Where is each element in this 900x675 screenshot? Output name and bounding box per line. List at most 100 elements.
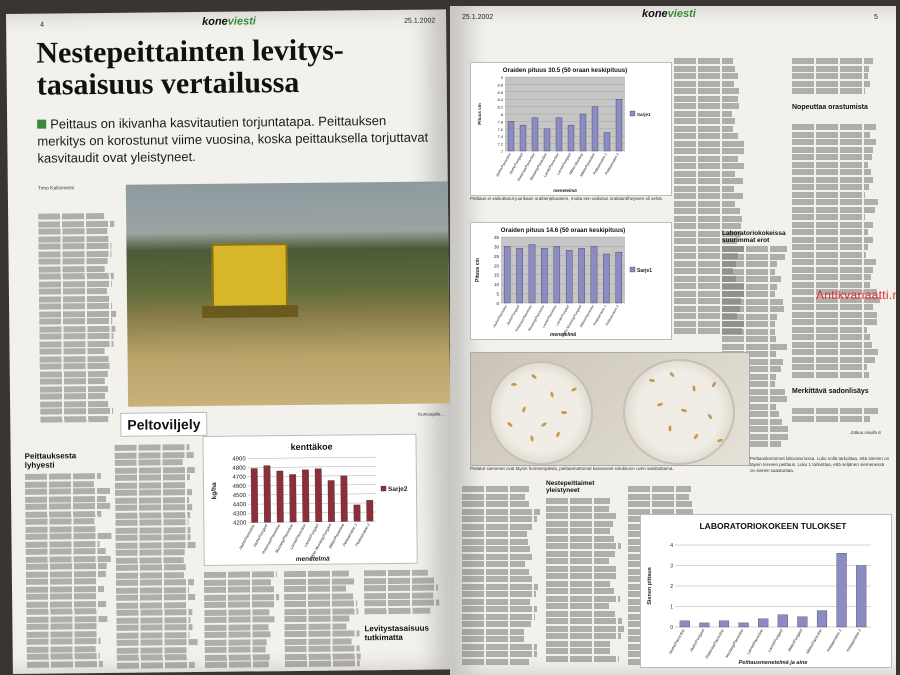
text-line	[546, 566, 616, 572]
text-line	[462, 659, 529, 665]
body-column-3	[115, 444, 201, 673]
subheading-nopeuttaa: Nopeuttaa orastumista	[792, 104, 882, 112]
text-line	[40, 355, 109, 362]
text-line	[546, 588, 614, 594]
text-line	[115, 489, 192, 496]
text-line	[40, 408, 113, 415]
text-line	[40, 400, 108, 407]
seed	[561, 411, 567, 415]
y-tick-label: 8.2	[497, 105, 503, 110]
text-line	[115, 512, 190, 519]
text-line	[792, 229, 868, 235]
bar	[251, 468, 258, 522]
text-line	[722, 336, 776, 342]
text-line	[674, 201, 735, 207]
text-line	[792, 349, 878, 355]
text-line	[792, 274, 871, 280]
bar	[554, 246, 560, 303]
x-tick-label: Jauhe/Fungard	[689, 628, 706, 654]
text-line	[204, 571, 277, 578]
text-line	[546, 543, 621, 549]
text-line	[674, 103, 739, 109]
bar	[758, 619, 768, 627]
text-line	[39, 295, 111, 302]
y-tick-label: 3	[670, 564, 673, 570]
text-line	[462, 546, 530, 552]
text-line	[26, 586, 104, 593]
text-line	[117, 662, 196, 669]
y-axis-label: Sienen pittaus	[647, 567, 653, 605]
text-line	[462, 614, 535, 620]
text-line	[462, 554, 533, 560]
legend-swatch	[381, 486, 386, 491]
bar	[517, 248, 523, 303]
x-tick-label: Peittaamaton 2	[605, 304, 620, 326]
text-line	[116, 594, 195, 601]
y-tick-label: 4500	[233, 493, 247, 499]
text-line	[115, 497, 189, 504]
y-tick-label: 7	[501, 149, 504, 154]
text-line	[25, 526, 95, 533]
y-tick-label: 7.6	[497, 127, 503, 132]
text-line	[674, 148, 745, 154]
y-tick-label: 4800	[232, 466, 246, 472]
text-line	[285, 645, 360, 652]
y-axis-label: Pituus cm	[475, 258, 481, 282]
bar	[616, 252, 622, 303]
text-line	[722, 344, 787, 350]
bar	[341, 476, 348, 522]
combine-machine	[211, 243, 288, 310]
y-tick-label: 8.4	[497, 97, 503, 102]
text-line	[722, 314, 777, 320]
bar	[719, 621, 729, 627]
text-line	[364, 599, 439, 606]
text-line	[284, 615, 349, 622]
y-tick-label: 4400	[233, 502, 247, 508]
y-tick-label: 30	[494, 244, 500, 249]
y-tick-label: 7.4	[497, 134, 503, 139]
text-line	[364, 570, 428, 577]
text-line	[25, 481, 94, 488]
text-line	[26, 608, 98, 615]
text-line	[674, 126, 733, 132]
bar	[591, 246, 597, 303]
text-line	[284, 570, 349, 577]
x-tick-label: Peittaamaton 2	[846, 628, 863, 653]
chart-oraiden-pituus-30-5: Oraiden pituus 30.5 (50 oraan keskipituu…	[470, 62, 672, 196]
text-line	[792, 252, 866, 258]
text-line	[38, 228, 107, 235]
text-line	[205, 639, 267, 646]
text-line	[116, 609, 192, 616]
text-line	[117, 654, 187, 661]
text-line	[364, 607, 430, 614]
x-tick-label: Mustang/Panoctine	[725, 629, 745, 659]
bar	[520, 125, 526, 151]
text-line	[792, 192, 865, 198]
text-line	[39, 333, 113, 340]
chart-title: kenttäkoe	[290, 442, 332, 452]
text-line	[546, 581, 610, 587]
chart-oraiden-14-6-svg: Oraiden pituus 14.6 (50 oraan keskipituu…	[471, 223, 671, 339]
text-line	[115, 459, 183, 466]
text-line	[27, 638, 101, 645]
bullet-square-icon	[37, 120, 46, 129]
text-line	[40, 370, 108, 377]
text-line	[204, 579, 271, 586]
byline: Timo Kallioniemi	[38, 185, 75, 192]
text-line	[25, 495, 106, 502]
text-line	[722, 321, 775, 327]
text-line	[115, 527, 190, 534]
text-line	[117, 647, 189, 654]
text-line	[722, 329, 775, 335]
text-line	[462, 516, 537, 522]
x-tick-label: Rotamaa/Panoctine	[705, 629, 725, 660]
text-line	[546, 521, 613, 527]
text-line	[792, 199, 878, 205]
petri-caption: Peitatut siemenet ovat täysin homeenpäis…	[470, 466, 748, 472]
bar	[302, 470, 309, 522]
text-line	[27, 661, 103, 668]
seed	[668, 425, 671, 431]
text-line	[38, 235, 108, 242]
text-line	[792, 147, 873, 153]
y-tick-label: 8.6	[497, 90, 503, 95]
